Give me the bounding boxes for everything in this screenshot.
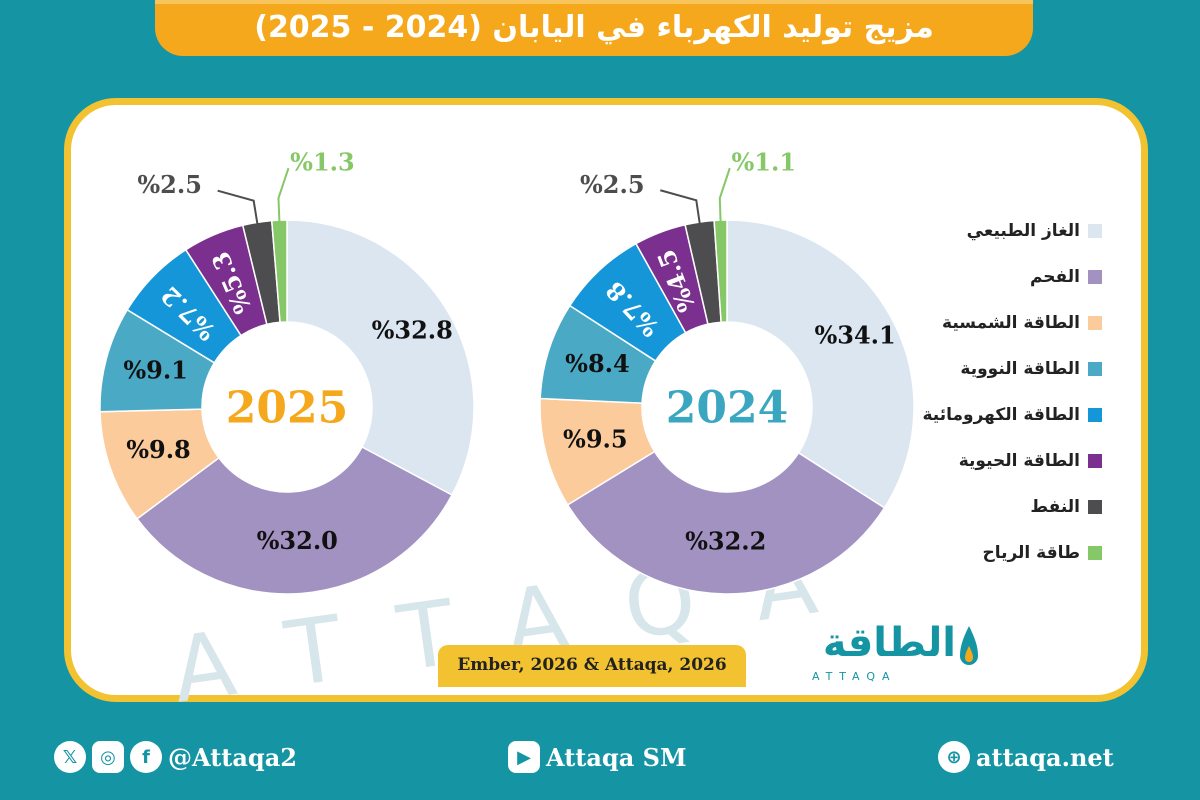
- data-label: %2.5: [137, 170, 202, 199]
- facebook-icon[interactable]: f: [130, 741, 162, 773]
- data-label: %9.1: [123, 355, 188, 384]
- instagram-icon[interactable]: ◎: [92, 741, 124, 773]
- donut-slice: [270, 219, 288, 324]
- chart-title: مزيج توليد الكهرباء في اليابان (2024 - 2…: [254, 10, 934, 45]
- data-label: %1.1: [732, 148, 797, 177]
- legend-swatch: [1088, 408, 1102, 422]
- leader-line: [660, 189, 701, 225]
- globe-icon[interactable]: ⊕: [938, 741, 970, 773]
- legend-label: الطاقة الشمسية: [942, 313, 1080, 333]
- data-label: %9.5: [563, 424, 628, 453]
- data-label: %32.0: [257, 526, 338, 555]
- title-banner: مزيج توليد الكهرباء في اليابان (2024 - 2…: [155, 0, 1033, 56]
- legend-swatch: [1088, 500, 1102, 514]
- donut-slice: [136, 445, 454, 595]
- data-label: %32.2: [685, 526, 766, 555]
- data-label: %34.1: [814, 320, 895, 349]
- donut-slice: [726, 219, 915, 509]
- leader-line: [217, 189, 259, 225]
- donut-slice: [713, 219, 728, 324]
- data-label: %2.5: [580, 170, 645, 199]
- legend-label: الطاقة الحيوية: [958, 451, 1080, 471]
- x-icon[interactable]: 𝕏: [54, 741, 86, 773]
- legend-label: الطاقة الكهرومائية: [922, 405, 1080, 425]
- attaqa-logo[interactable]: الطاقة ATTAQA: [800, 620, 980, 686]
- legend-swatch: [1088, 270, 1102, 284]
- legend-swatch: [1088, 316, 1102, 330]
- leader-line: [277, 167, 290, 223]
- donut-slice: [286, 219, 475, 497]
- legend-item: الغاز الطبيعي: [882, 208, 1102, 254]
- center-year-label: 2024: [666, 383, 788, 434]
- legend-label: الطاقة النووية: [960, 359, 1080, 379]
- source-text: Ember, 2026 & Attaqa, 2026: [457, 655, 727, 675]
- donut-slice: [566, 450, 886, 595]
- data-label: %9.8: [126, 435, 191, 464]
- drop-icon: [960, 626, 978, 665]
- data-label: %32.8: [372, 315, 453, 344]
- legend-item: النفط: [882, 484, 1102, 530]
- website-link[interactable]: attaqa.net: [976, 742, 1114, 772]
- legend-item: الفحم: [882, 254, 1102, 300]
- source-box: Ember, 2026 & Attaqa, 2026: [438, 645, 746, 687]
- legend-item: الطاقة النووية: [882, 346, 1102, 392]
- logo-latin: ATTAQA: [812, 670, 897, 683]
- legend-item: الطاقة الكهرومائية: [882, 392, 1102, 438]
- legend-swatch: [1088, 454, 1102, 468]
- legend-label: النفط: [1030, 497, 1080, 517]
- legend-label: الفحم: [1029, 267, 1080, 287]
- center-year-label: 2025: [226, 383, 348, 434]
- youtube-channel[interactable]: Attaqa SM: [546, 742, 687, 772]
- legend-label: طاقة الرياح: [982, 543, 1080, 563]
- legend-swatch: [1088, 362, 1102, 376]
- legend-item: الطاقة الحيوية: [882, 438, 1102, 484]
- legend-item: الطاقة الشمسية: [882, 300, 1102, 346]
- footer-social: 𝕏 ◎ f @Attaqa2: [54, 737, 297, 777]
- footer-youtube: ▶ Attaqa SM: [508, 737, 687, 777]
- data-label: %1.3: [290, 148, 355, 177]
- legend: الغاز الطبيعي الفحم الطاقة الشمسية الطاق…: [882, 208, 1102, 576]
- data-label: %8.4: [565, 349, 630, 378]
- leader-line: [718, 167, 731, 223]
- youtube-icon[interactable]: ▶: [508, 741, 540, 773]
- legend-swatch: [1088, 224, 1102, 238]
- footer-website: ⊕ attaqa.net: [938, 737, 1114, 777]
- legend-swatch: [1088, 546, 1102, 560]
- social-handle[interactable]: @Attaqa2: [168, 742, 297, 772]
- logo-arabic: الطاقة: [822, 620, 956, 666]
- legend-item: طاقة الرياح: [882, 530, 1102, 576]
- legend-label: الغاز الطبيعي: [966, 221, 1080, 241]
